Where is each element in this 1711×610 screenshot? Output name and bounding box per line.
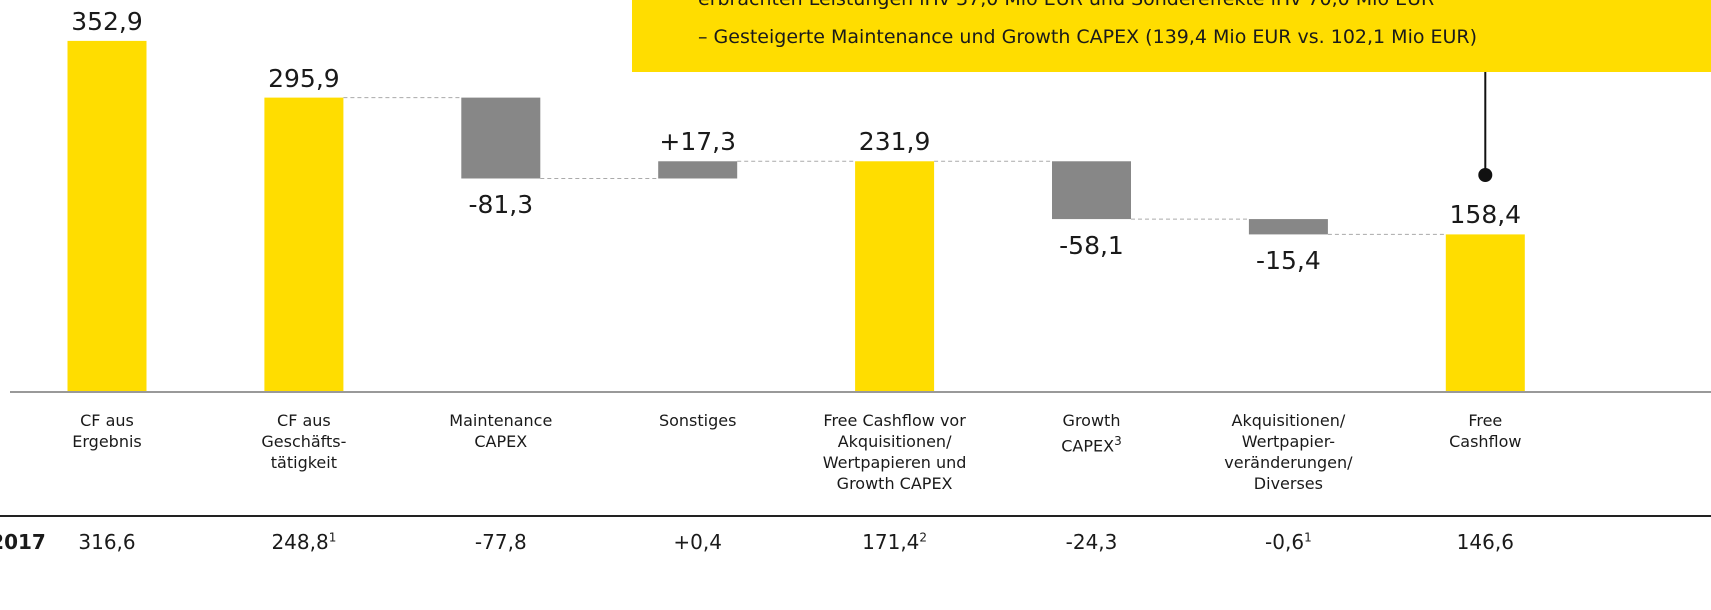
comparison-value: +0,4 — [673, 530, 722, 554]
row-label: 2017 — [0, 530, 46, 554]
category-label: Free Cashflow vor Akquisitionen/ Wertpap… — [822, 411, 967, 493]
value-label: 158,4 — [1449, 200, 1522, 230]
delta-bar — [1052, 161, 1131, 220]
value-label: -15,4 — [1256, 246, 1321, 276]
category-label: Maintenance CAPEX — [449, 411, 553, 451]
value-label: 295,9 — [268, 63, 340, 93]
value-label: +17,3 — [659, 127, 736, 157]
delta-bar — [1248, 219, 1328, 235]
total-bar — [67, 40, 147, 392]
callout-line: erbrachten Leistungen iHv 37,0 Mio EUR u… — [698, 0, 1434, 10]
category-label: Free Cashflow — [1449, 411, 1522, 451]
total-bar — [855, 161, 935, 392]
category-label: CF aus Geschäfts- tätigkeit — [261, 411, 347, 472]
footnote: 1 — [1304, 530, 1312, 545]
category-label: CF aus Ergebnis — [72, 411, 142, 451]
category-label: Akquisitionen/ Wertpapier- veränderungen… — [1224, 411, 1353, 493]
comparison-value: -24,3 — [1065, 530, 1118, 554]
footnote: 2 — [919, 530, 928, 545]
total-bar — [264, 97, 344, 393]
total-bar — [1445, 234, 1525, 392]
comparison-value: 146,6 — [1456, 530, 1514, 554]
value-label: 352,9 — [71, 6, 143, 36]
category-label: Growth CAPEX3 — [1061, 411, 1122, 456]
callout-box — [632, 0, 1711, 72]
comparison-value: -77,8 — [474, 530, 527, 554]
value-label: -58,1 — [1059, 231, 1124, 261]
category-label: Sonstiges — [658, 411, 737, 430]
callout-line: – Gesteigerte Maintenance und Growth CAP… — [698, 26, 1478, 48]
comparison-value: 171,42 — [862, 530, 928, 554]
value-label: -81,3 — [468, 190, 534, 220]
footnote: 3 — [1114, 434, 1122, 448]
delta-bar — [461, 97, 541, 179]
comparison-value: -0,61 — [1265, 530, 1312, 554]
comparison-value: 316,6 — [78, 530, 136, 554]
footnote: 1 — [328, 530, 337, 545]
callout-dot — [1478, 168, 1493, 182]
value-label: 231,9 — [858, 127, 931, 157]
comparison-value: 248,81 — [271, 530, 337, 554]
delta-bar — [658, 161, 738, 179]
